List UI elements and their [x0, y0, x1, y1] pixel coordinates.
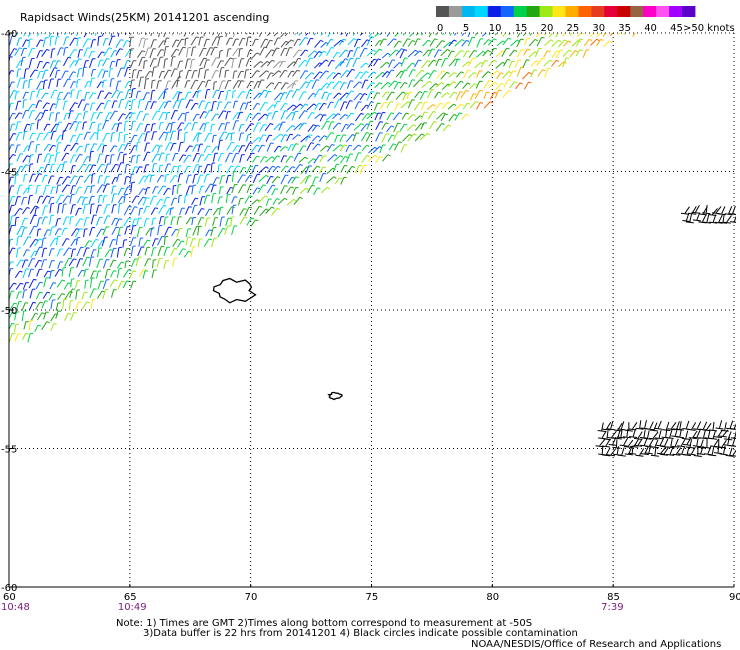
legend-label: 0 [437, 23, 443, 34]
legend-swatch [669, 6, 683, 17]
legend-label: 40 [644, 23, 657, 34]
legend-swatch [513, 6, 528, 17]
credit-line: NOAA/NESDIS/Office of Research and Appli… [471, 639, 721, 650]
legend-swatch [656, 6, 670, 17]
legend-swatch [591, 6, 605, 17]
legend-swatch [461, 6, 476, 17]
x-tick-label: 60 [3, 592, 16, 603]
note-line-2: 3)Data buffer is 22 hrs from 20141201 4)… [143, 628, 578, 639]
plot-grid [9, 33, 734, 587]
x-tick-label: 75 [366, 592, 379, 603]
legend-swatch [630, 6, 644, 17]
legend-swatch [474, 6, 489, 17]
island-outline [212, 277, 257, 304]
y-tick-label: -55 [1, 445, 17, 456]
chart-title: Rapidsact Winds(25KM) 20141201 ascending [20, 11, 269, 24]
island-outline [327, 391, 343, 401]
x-tick-label: 70 [245, 592, 258, 603]
note-line-1: Note: 1) Times are GMT 2)Times along bot… [116, 618, 532, 629]
color-legend: 0 5 10 15 20 25 30 35 40 45 >50 knots [436, 6, 735, 34]
y-tick-label: -45 [1, 168, 17, 179]
x-tick-label: 90 [729, 592, 740, 603]
legend-swatch [604, 6, 618, 17]
x-tick-label: 85 [607, 592, 620, 603]
time-label: 7:39 [601, 602, 623, 613]
legend-label: 25 [567, 23, 580, 34]
legend-swatch [643, 6, 657, 17]
y-axis-ticks: -40 -45 -50 -55 -60 [1, 29, 17, 594]
legend-label: 45 [670, 23, 683, 34]
legend-unit-label: >50 knots [683, 23, 735, 34]
legend-swatch [487, 6, 502, 17]
time-labels: 10:48 10:49 7:39 [1, 602, 624, 613]
legend-swatch [539, 6, 553, 17]
legend-label: 10 [489, 23, 502, 34]
time-label: 10:48 [1, 602, 30, 613]
legend-swatch [526, 6, 540, 17]
island-outlines [212, 277, 343, 401]
legend-swatch [552, 6, 566, 17]
legend-swatch [500, 6, 515, 17]
y-tick-label: -40 [1, 29, 17, 40]
y-tick-label: -50 [1, 306, 17, 317]
legend-swatch [682, 6, 696, 17]
legend-label: 20 [541, 23, 554, 34]
wind-barbs [9, 33, 736, 457]
x-tick-label: 80 [486, 592, 499, 603]
legend-label: 35 [618, 23, 631, 34]
legend-swatch [578, 6, 592, 17]
x-tick-label: 65 [124, 592, 137, 603]
legend-label: 5 [463, 23, 469, 34]
y-tick-label: -60 [1, 583, 17, 594]
time-label: 10:49 [118, 602, 147, 613]
legend-swatch [448, 6, 463, 17]
legend-swatch [565, 6, 579, 17]
legend-label: 15 [515, 23, 528, 34]
legend-label: 30 [592, 23, 605, 34]
legend-swatch [617, 6, 631, 17]
x-axis-ticks: 60 65 70 75 80 85 90 [3, 584, 740, 603]
legend-swatch [436, 6, 450, 17]
